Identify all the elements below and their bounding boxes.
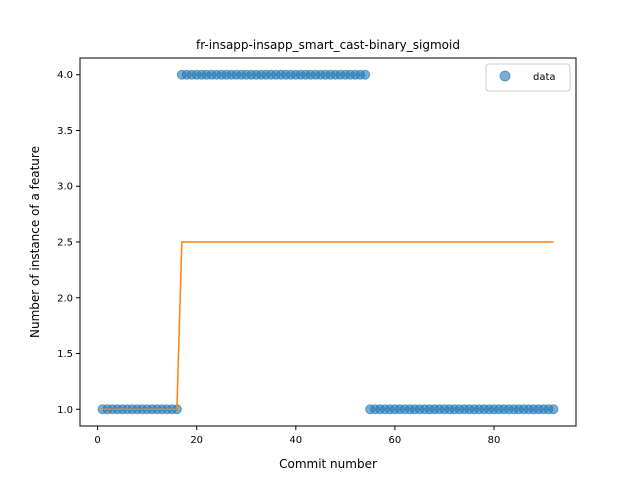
- y-axis-label: Number of instance of a feature: [28, 146, 42, 338]
- x-axis: 0 20 40 60 80: [94, 426, 500, 446]
- y-tick-label: 1.5: [57, 349, 73, 360]
- data-point: [360, 69, 371, 80]
- plot-area: [97, 69, 559, 415]
- y-tick-label: 3.5: [57, 126, 73, 137]
- x-tick-label: 40: [289, 435, 302, 446]
- x-tick-label: 80: [488, 435, 501, 446]
- x-tick-label: 0: [94, 435, 100, 446]
- x-axis-label: Commit number: [279, 457, 377, 471]
- y-tick-label: 1.0: [57, 405, 73, 416]
- y-tick-label: 2.5: [57, 238, 73, 249]
- y-tick-label: 4.0: [57, 70, 73, 81]
- legend-marker-data: [499, 70, 511, 82]
- chart-title: fr-insapp-insapp_smart_cast-binary_sigmo…: [196, 38, 460, 52]
- x-tick-label: 20: [190, 435, 203, 446]
- x-tick-label: 60: [389, 435, 402, 446]
- y-tick-label: 3.0: [57, 182, 73, 193]
- y-tick-label: 2.0: [57, 293, 73, 304]
- data-point: [548, 404, 559, 415]
- legend-box: [485, 63, 571, 92]
- legend-label-data: data: [533, 72, 556, 83]
- fit-line: [102, 241, 554, 411]
- y-axis: 1.0 1.5 2.0 2.5 3.0 3.5 4.0: [57, 70, 80, 416]
- legend: data: [485, 63, 571, 92]
